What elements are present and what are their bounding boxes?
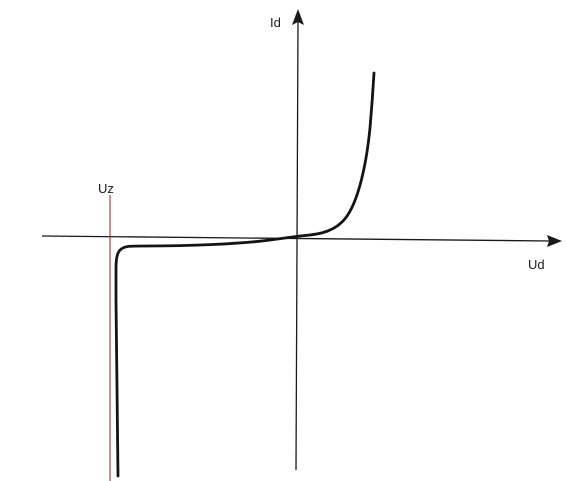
y-axis-label: Id — [270, 15, 281, 30]
x-axis-label: Ud — [528, 257, 545, 272]
zener-voltage-label: Uz — [98, 181, 114, 196]
x-axis-arrow-icon — [547, 235, 562, 247]
y-axis-arrow-icon — [292, 9, 304, 25]
y-axis — [292, 9, 304, 471]
iv-characteristic-curve — [114, 71, 376, 478]
